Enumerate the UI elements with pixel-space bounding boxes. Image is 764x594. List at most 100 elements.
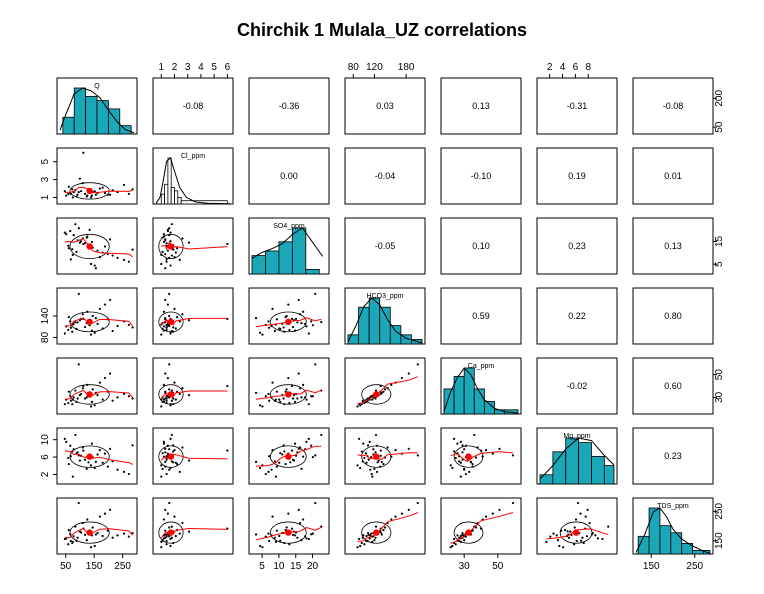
data-point	[586, 508, 589, 511]
panel-frame	[344, 497, 426, 555]
panel-frame	[248, 427, 330, 485]
data-point	[302, 383, 305, 386]
data-point	[170, 525, 173, 528]
data-point	[173, 515, 176, 518]
correlation-ellipse	[269, 384, 307, 405]
data-point	[305, 398, 308, 401]
data-point	[383, 388, 387, 391]
data-point	[103, 452, 107, 455]
data-point	[380, 391, 383, 394]
histogram-bar	[278, 241, 293, 275]
data-point	[90, 400, 93, 404]
data-point	[375, 470, 379, 473]
density-curve	[635, 507, 711, 554]
data-point	[491, 452, 494, 455]
data-point	[288, 401, 291, 405]
data-point	[174, 251, 177, 254]
data-point	[111, 329, 114, 333]
variable-label: Mg_ppm	[563, 433, 590, 440]
panel-4-5: -0.02	[536, 357, 618, 415]
data-point	[271, 381, 274, 384]
panel-3-3: HCO3_ppm	[344, 287, 426, 345]
data-point	[69, 258, 72, 261]
correlation-label: 0.22	[568, 311, 586, 321]
bottom-axis-6: 150 250	[643, 554, 704, 572]
data-point	[270, 468, 273, 471]
data-point	[452, 437, 456, 440]
data-point	[166, 512, 169, 515]
data-point	[165, 328, 168, 332]
histogram-bar	[648, 507, 661, 555]
data-point	[294, 317, 298, 320]
data-point	[164, 238, 167, 241]
data-point	[474, 456, 478, 459]
chart-title: Chirchik 1 Mulala_UZ correlations	[237, 20, 527, 40]
data-point	[271, 515, 274, 518]
data-point	[131, 326, 134, 329]
panel-frame	[56, 217, 138, 275]
data-point	[461, 531, 464, 535]
panel-5-1	[152, 427, 234, 485]
data-point	[67, 529, 70, 532]
bottom-axis-2: 5 10 15 20	[259, 554, 319, 572]
histogram-bar	[659, 525, 672, 555]
data-point	[468, 470, 471, 473]
tick-label: 200	[714, 90, 725, 107]
panel-1-5: 0.19	[536, 147, 618, 205]
data-point	[174, 398, 177, 401]
data-point	[93, 264, 96, 267]
data-point	[362, 442, 365, 445]
data-point	[459, 475, 462, 478]
data-point	[290, 317, 294, 320]
panel-frame	[632, 147, 714, 205]
panel-1-3: -0.04	[344, 147, 426, 205]
histogram-bar	[177, 197, 182, 205]
data-point	[365, 534, 368, 538]
data-point	[85, 467, 88, 470]
data-point	[579, 512, 582, 515]
panel-frame	[440, 287, 522, 345]
panel-2-1	[152, 217, 234, 275]
data-point	[116, 256, 119, 259]
data-point	[161, 250, 164, 254]
data-point	[371, 398, 374, 401]
data-point	[382, 462, 385, 466]
data-point	[63, 437, 66, 440]
data-point	[293, 534, 297, 537]
histogram-bar	[681, 542, 693, 555]
data-point	[78, 393, 82, 397]
panel-4-1	[152, 357, 234, 415]
data-point	[75, 250, 78, 254]
data-point	[187, 393, 191, 397]
data-point	[261, 333, 264, 336]
data-point	[254, 391, 258, 394]
data-point	[511, 454, 515, 457]
data-point	[369, 468, 372, 471]
data-point	[226, 242, 229, 246]
correlation-label: -0.08	[183, 101, 204, 111]
density-curve	[539, 437, 615, 480]
data-point	[169, 264, 172, 267]
data-point	[377, 459, 380, 462]
correlation-ellipse	[269, 311, 307, 333]
data-point	[71, 475, 74, 478]
data-point	[65, 440, 68, 443]
data-point	[90, 194, 93, 197]
panel-frame	[152, 497, 234, 555]
histogram-bar	[483, 401, 495, 415]
data-point	[85, 539, 88, 542]
data-point	[91, 388, 94, 391]
data-point	[169, 437, 172, 440]
data-point	[382, 529, 385, 532]
data-point	[449, 546, 452, 549]
data-point	[164, 447, 167, 450]
data-point	[382, 390, 385, 393]
correlation-label: -0.04	[375, 171, 396, 181]
data-point	[170, 254, 173, 257]
data-point	[292, 459, 296, 462]
data-point	[164, 451, 167, 454]
panel-1-1: Cl_ppm	[152, 147, 234, 205]
panel-frame	[344, 77, 426, 135]
data-point	[164, 317, 167, 320]
data-point	[464, 472, 467, 476]
